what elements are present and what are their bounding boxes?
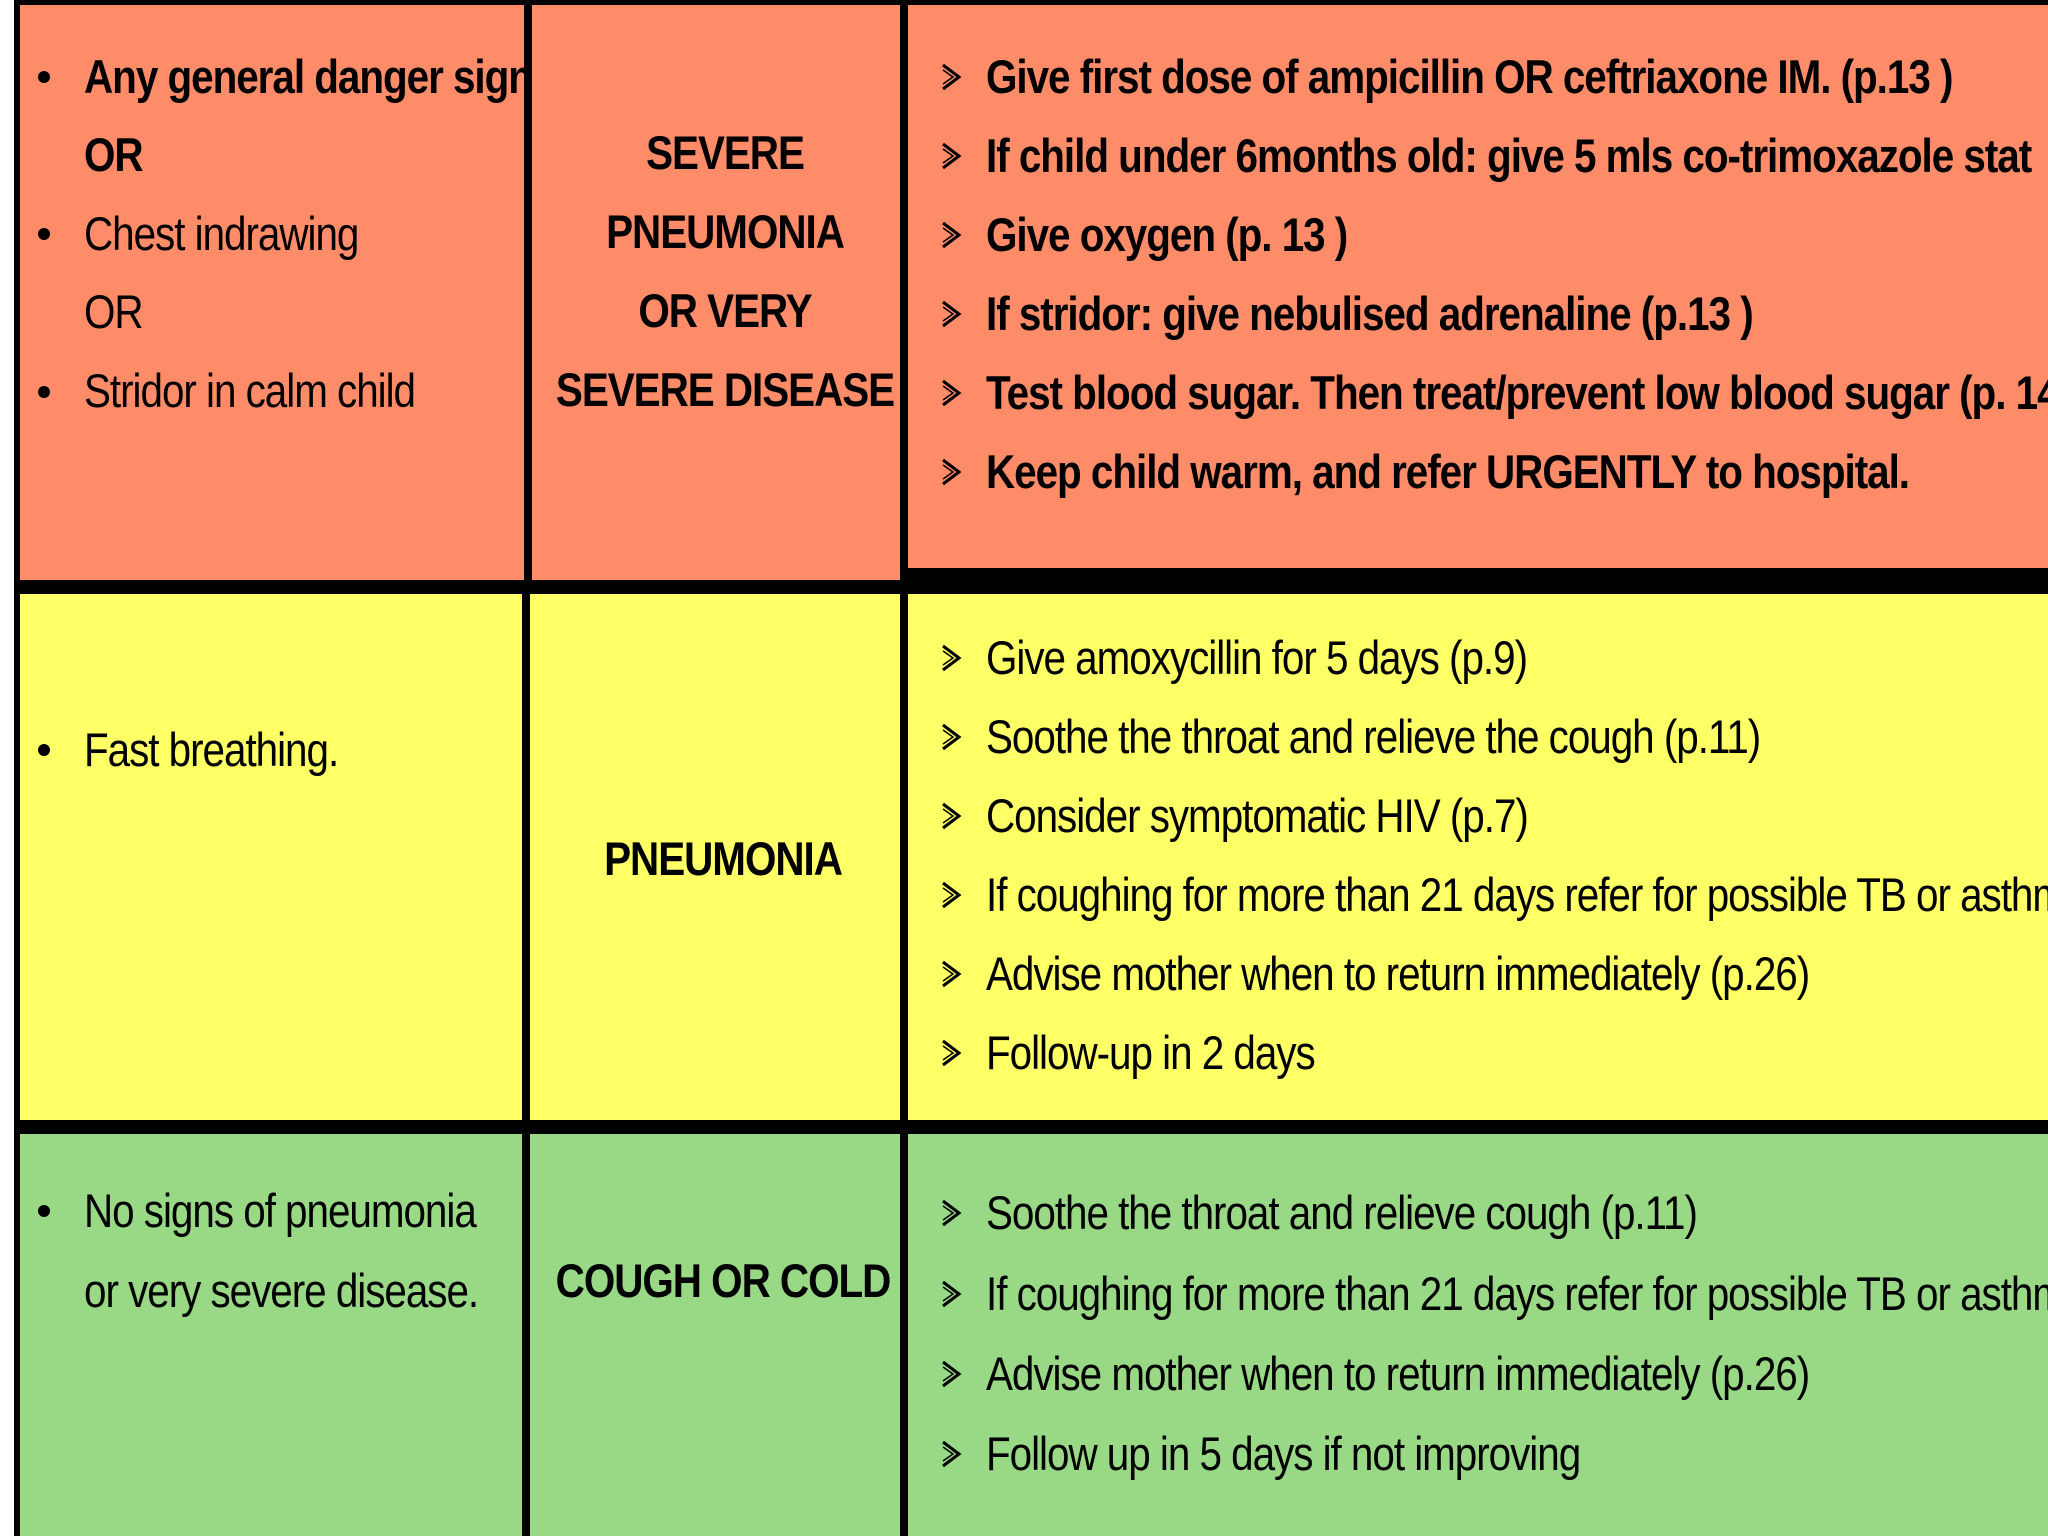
bullet-icon (38, 1205, 50, 1217)
arrow-bullet-icon (940, 801, 962, 831)
treatment-line: Advise mother when to return immediately… (986, 947, 1810, 1000)
treatment-line: Follow up in 5 days if not improving (986, 1427, 1581, 1480)
classification-cell: PNEUMONIA (524, 594, 922, 1126)
arrow-bullet-icon (940, 880, 962, 910)
treatment-cell: Give first dose of ampicillin OR ceftria… (922, 0, 2048, 584)
sign-line: No signs of pneumonia (84, 1184, 477, 1237)
classification-label: SEVERE (646, 126, 805, 179)
arrow-bullet-icon (940, 1198, 962, 1228)
sign-line: Any general danger sign (84, 50, 533, 103)
classification-cell: SEVERE PNEUMONIA OR VERY SEVERE DISEASE (528, 0, 922, 584)
treatment-line: If child under 6months old: give 5 mls c… (986, 129, 2032, 182)
row-divider (18, 580, 2048, 594)
treatment-divider-thick (904, 568, 2048, 582)
sign-line: Chest indrawing (84, 207, 359, 260)
treatment-line: If coughing for more than 21 days refer … (986, 868, 2048, 921)
treatment-line: Give oxygen (p. 13 ) (986, 208, 1348, 261)
row-pneumonia: Fast breathing. PNEUMONIA Give amoxycill… (18, 594, 2048, 1126)
arrow-bullet-icon (940, 643, 962, 673)
arrow-bullet-icon (940, 1038, 962, 1068)
treatment-line: Follow-up in 2 days (986, 1026, 1316, 1079)
arrow-bullet-icon (940, 62, 962, 92)
bullet-icon (38, 228, 50, 240)
arrow-bullet-icon (940, 457, 962, 487)
sign-line: Fast breathing. (84, 723, 339, 776)
classification-label: COUGH OR COLD (555, 1254, 892, 1307)
table-border-left (14, 0, 20, 1536)
arrow-bullet-icon (940, 1359, 962, 1389)
arrow-bullet-icon (940, 722, 962, 752)
classification-label: PNEUMONIA (606, 205, 845, 258)
signs-cell: Any general danger sign OR Chest indrawi… (18, 0, 533, 584)
arrow-bullet-icon (940, 1439, 962, 1469)
treatment-line: Give amoxycillin for 5 days (p.9) (986, 631, 1528, 684)
treatment-line: If coughing for more than 21 days refer … (986, 1267, 2048, 1320)
classification-cell: COUGH OR COLD (524, 1134, 922, 1536)
arrow-bullet-icon (940, 378, 962, 408)
column-divider (522, 594, 530, 1536)
treatment-line: If stridor: give nebulised adrenaline (p… (986, 287, 1754, 340)
classification-label: PNEUMONIA (604, 832, 843, 885)
sign-line: OR (84, 128, 144, 181)
column-divider (900, 0, 908, 1536)
bullet-icon (38, 71, 50, 83)
sign-line: Stridor in calm child (84, 364, 416, 417)
treatment-line: Test blood sugar. Then treat/prevent low… (986, 366, 2048, 419)
arrow-bullet-icon (940, 220, 962, 250)
arrow-bullet-icon (940, 299, 962, 329)
signs-cell: No signs of pneumonia or very severe dis… (18, 1134, 524, 1536)
column-divider (524, 0, 532, 584)
signs-cell: Fast breathing. (18, 594, 524, 1126)
treatment-line: Keep child warm, and refer URGENTLY to h… (986, 445, 1910, 498)
bullet-icon (38, 744, 50, 756)
treatment-line: Give first dose of ampicillin OR ceftria… (986, 50, 1953, 103)
bullet-icon (38, 386, 50, 398)
arrow-bullet-icon (940, 1279, 962, 1309)
treatment-cell: Give amoxycillin for 5 days (p.9) Soothe… (922, 594, 2048, 1126)
treatment-line: Soothe the throat and relieve the cough … (986, 710, 1761, 763)
sign-line: or very severe disease. (84, 1264, 479, 1317)
arrow-bullet-icon (940, 141, 962, 171)
arrow-bullet-icon (940, 959, 962, 989)
table-border-top (18, 0, 2048, 5)
sign-line: OR (84, 285, 144, 338)
row-cough-or-cold: No signs of pneumonia or very severe dis… (18, 1134, 2048, 1536)
classification-label: SEVERE DISEASE (555, 363, 895, 416)
classification-label: OR VERY (638, 284, 812, 337)
treatment-line: Consider symptomatic HIV (p.7) (986, 789, 1529, 842)
treatment-line: Soothe the throat and relieve cough (p.1… (986, 1186, 1698, 1239)
treatment-line: Advise mother when to return immediately… (986, 1347, 1810, 1400)
treatment-cell: Soothe the throat and relieve cough (p.1… (922, 1134, 2048, 1536)
row-severe-pneumonia: Any general danger sign OR Chest indrawi… (18, 0, 2048, 584)
row-divider (18, 1120, 2048, 1134)
